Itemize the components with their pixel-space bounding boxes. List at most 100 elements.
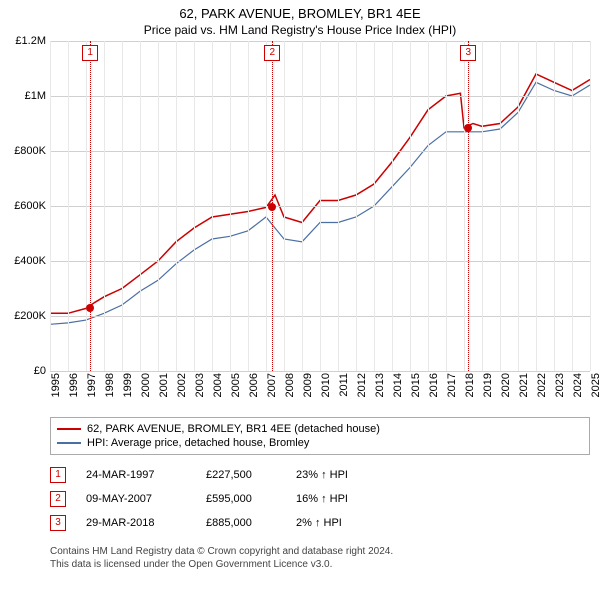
- marker-dot: [86, 304, 94, 312]
- transaction-date: 29-MAR-2018: [86, 517, 186, 529]
- x-axis-ticks: 1995 1996 1997 1998 1999 2000 2001 2002 2003 2004…: [50, 371, 590, 411]
- x-tick-label: 2022: [536, 373, 548, 397]
- x-tick-label: 2003: [194, 373, 206, 397]
- gridline-v: [194, 41, 195, 371]
- marker-number-box: 3: [460, 45, 476, 61]
- chart-container: 62, PARK AVENUE, BROMLEY, BR1 4EE Price …: [0, 0, 600, 590]
- gridline-v: [338, 41, 339, 371]
- y-tick-label: £800K: [2, 145, 50, 157]
- gridline-v: [284, 41, 285, 371]
- transaction-row: 1 24-MAR-1997 £227,500 23% ↑ HPI: [50, 463, 590, 487]
- x-tick-label: 1997: [86, 373, 98, 397]
- gridline-v: [446, 41, 447, 371]
- footer-line: Contains HM Land Registry data © Crown c…: [50, 545, 590, 558]
- transaction-number-box: 2: [50, 491, 66, 507]
- plot-area: £0£200K£400K£600K£800K£1M£1.2M123: [50, 41, 590, 371]
- x-tick-label: 2020: [500, 373, 512, 397]
- gridline-v: [158, 41, 159, 371]
- legend-label: HPI: Average price, detached house, Brom…: [87, 437, 309, 449]
- gridline-v: [374, 41, 375, 371]
- marker-line: [90, 41, 91, 371]
- gridline-v: [176, 41, 177, 371]
- x-tick-label: 2009: [302, 373, 314, 397]
- legend-label: 62, PARK AVENUE, BROMLEY, BR1 4EE (detac…: [87, 423, 380, 435]
- x-tick-label: 2013: [374, 373, 386, 397]
- marker-number-box: 2: [264, 45, 280, 61]
- gridline-v: [464, 41, 465, 371]
- gridline-v: [572, 41, 573, 371]
- gridline-v: [320, 41, 321, 371]
- x-tick-label: 1995: [50, 373, 62, 397]
- x-tick-label: 2002: [176, 373, 188, 397]
- x-tick-label: 2004: [212, 373, 224, 397]
- marker-number-box: 1: [82, 45, 98, 61]
- x-tick-label: 2021: [518, 373, 530, 397]
- transaction-row: 329-MAR-2018£885,0002% ↑ HPI: [50, 511, 590, 535]
- gridline-v: [482, 41, 483, 371]
- transaction-delta: 16% ↑ HPI: [296, 493, 348, 505]
- transaction-delta: 2% ↑ HPI: [296, 517, 342, 529]
- gridline-v: [500, 41, 501, 371]
- gridline-v: [248, 41, 249, 371]
- gridline-v: [212, 41, 213, 371]
- x-tick-label: 2025: [590, 373, 600, 397]
- x-tick-label: 2014: [392, 373, 404, 397]
- attribution-footer: Contains HM Land Registry data © Crown c…: [50, 545, 590, 571]
- x-tick-label: 2007: [266, 373, 278, 397]
- x-tick-label: 2015: [410, 373, 422, 397]
- x-tick-label: 1996: [68, 373, 80, 397]
- x-tick-label: 2018: [464, 373, 476, 397]
- gridline-v: [68, 41, 69, 371]
- transaction-table: 1 24-MAR-1997 £227,500 23% ↑ HPI 2 09-MAY-200…: [50, 463, 590, 535]
- x-tick-label: 2000: [140, 373, 152, 397]
- chart-subtitle: Price paid vs. HM Land Registry's House …: [0, 21, 600, 41]
- gridline-v: [50, 41, 51, 371]
- gridline-v: [104, 41, 105, 371]
- x-tick-label: 1999: [122, 373, 134, 397]
- x-tick-label: 2006: [248, 373, 260, 397]
- chart-title: 62, PARK AVENUE, BROMLEY, BR1 4EE: [0, 0, 600, 21]
- gridline-v: [536, 41, 537, 371]
- x-tick-label: 1998: [104, 373, 116, 397]
- gridline-v: [122, 41, 123, 371]
- marker-line: [468, 41, 469, 371]
- x-tick-label: 2024: [572, 373, 584, 397]
- x-tick-label: 2001: [158, 373, 170, 397]
- transaction-date: 09-MAY-2007: [86, 493, 186, 505]
- transaction-number-box: 1: [50, 467, 66, 483]
- x-tick-label: 2008: [284, 373, 296, 397]
- y-tick-label: £400K: [2, 255, 50, 267]
- y-tick-label: £200K: [2, 310, 50, 322]
- x-tick-label: 2019: [482, 373, 494, 397]
- transaction-price: £885,000: [206, 517, 276, 529]
- legend-item: 62, PARK AVENUE, BROMLEY, BR1 4EE (detac…: [57, 422, 583, 436]
- transaction-date: 24-MAR-1997: [86, 469, 186, 481]
- legend: 62, PARK AVENUE, BROMLEY, BR1 4EE (detac…: [50, 417, 590, 455]
- gridline-v: [428, 41, 429, 371]
- gridline-v: [86, 41, 87, 371]
- transaction-price: £227,500: [206, 469, 276, 481]
- x-tick-label: 2011: [338, 373, 350, 397]
- gridline-v: [302, 41, 303, 371]
- gridline-v: [518, 41, 519, 371]
- legend-swatch: [57, 442, 81, 444]
- y-tick-label: £600K: [2, 200, 50, 212]
- x-tick-label: 2023: [554, 373, 566, 397]
- x-tick-label: 2016: [428, 373, 440, 397]
- x-tick-label: 2010: [320, 373, 332, 397]
- gridline-v: [230, 41, 231, 371]
- y-tick-label: £1M: [2, 90, 50, 102]
- transaction-row: 2 09-MAY-2007 £595,000 16% ↑ HPI: [50, 487, 590, 511]
- marker-dot: [464, 124, 472, 132]
- x-tick-label: 2012: [356, 373, 368, 397]
- gridline-v: [410, 41, 411, 371]
- transaction-price: £595,000: [206, 493, 276, 505]
- marker-dot: [268, 203, 276, 211]
- legend-swatch: [57, 428, 81, 430]
- gridline-v: [392, 41, 393, 371]
- transaction-delta: 23% ↑ HPI: [296, 469, 348, 481]
- gridline-v: [266, 41, 267, 371]
- legend-item: HPI: Average price, detached house, Brom…: [57, 436, 583, 450]
- gridline-v: [554, 41, 555, 371]
- gridline-v: [356, 41, 357, 371]
